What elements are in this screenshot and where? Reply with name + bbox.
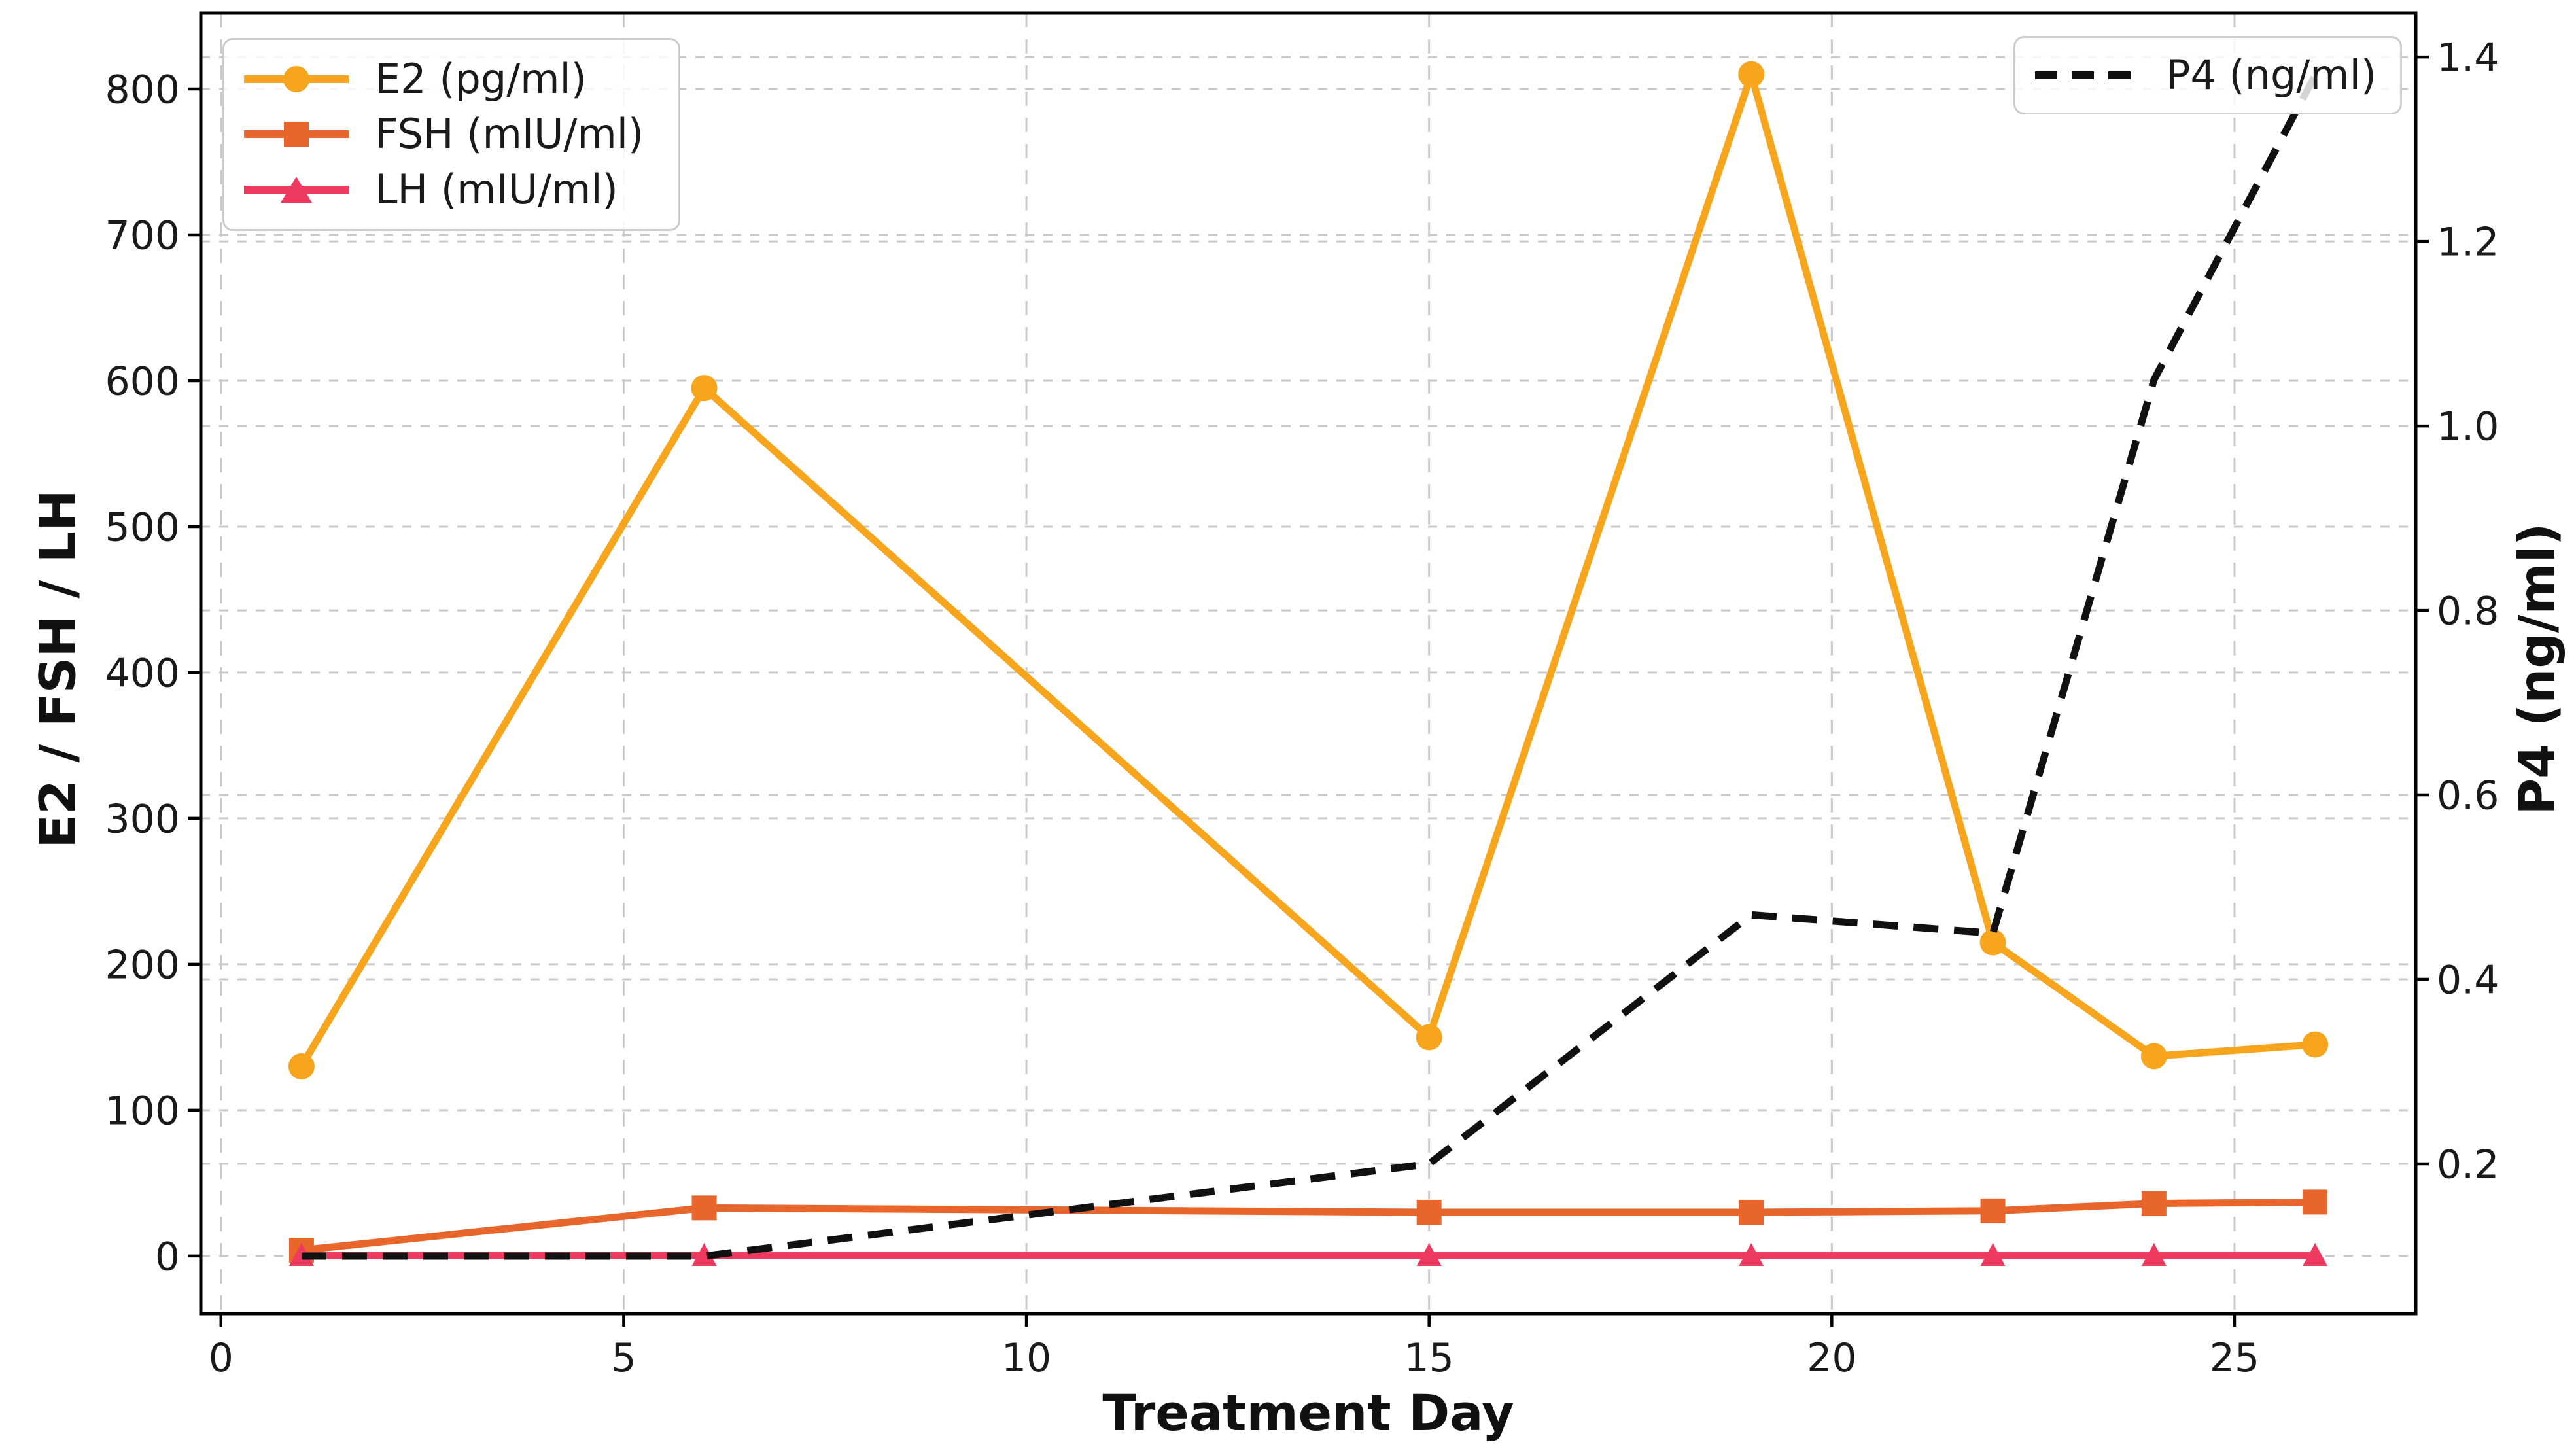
left-tick-label: 500 [105, 505, 180, 551]
right-tick-label: 0.2 [2437, 1142, 2499, 1188]
data-point-triangle [1739, 1243, 1764, 1267]
data-point-square [691, 1195, 717, 1221]
data-point-triangle [1416, 1243, 1442, 1267]
data-point-circle [1738, 61, 1765, 88]
x-tick-label: 0 [209, 1335, 234, 1381]
x-axis-label: Treatment Day [1102, 1384, 1514, 1442]
left-tick-label: 0 [155, 1234, 180, 1280]
data-point-circle [1416, 1024, 1442, 1051]
data-point-square [1416, 1200, 1442, 1225]
series-line-p4 [301, 73, 2318, 1260]
left-tick-label: 400 [105, 651, 180, 697]
right-tick-label: 1.0 [2437, 404, 2499, 450]
right-tick-label: 1.4 [2437, 35, 2499, 81]
axes-spines [199, 11, 2418, 1316]
legend-left: E2 (pg/ml) FSH (mIU/ml) LH (mIU/ml) [222, 38, 680, 231]
lh-line-swatch-icon [244, 176, 349, 203]
left-tick-label: 200 [105, 943, 180, 989]
x-tick-label: 5 [611, 1335, 636, 1381]
data-point-circle [2140, 1043, 2167, 1070]
legend-label-e2: E2 (pg/ml) [375, 55, 587, 103]
right-tick-label: 0.8 [2437, 589, 2499, 635]
legend-item-p4: P4 (ng/ml) [2035, 55, 2380, 96]
data-point-circle [2302, 1031, 2329, 1058]
left-tick-label: 800 [105, 67, 180, 113]
legend-item-fsh: FSH (mIU/ml) [244, 114, 659, 154]
data-point-square [1980, 1198, 2006, 1223]
y-axis-label-right: P4 (ng/ml) [2507, 523, 2566, 815]
series-line-fsh [301, 1198, 2316, 1254]
left-tick-label: 300 [105, 797, 180, 843]
left-tick-label: 700 [105, 213, 180, 259]
right-tick-label: 0.4 [2437, 958, 2499, 1004]
data-point-triangle [2141, 1243, 2167, 1267]
data-point-circle [288, 1053, 315, 1080]
data-point-triangle [2303, 1243, 2328, 1267]
data-point-square [2141, 1191, 2167, 1216]
legend-right: P4 (ng/ml) [2013, 36, 2402, 114]
x-tick-label: 10 [1001, 1335, 1051, 1381]
legend-label-fsh: FSH (mIU/ml) [375, 110, 644, 158]
data-point-square [1739, 1200, 1764, 1225]
data-point-triangle [1980, 1243, 2006, 1267]
data-point-circle [1979, 929, 2006, 956]
right-tick-label: 1.2 [2437, 220, 2499, 266]
legend-label-lh: LH (mIU/ml) [375, 165, 618, 213]
x-tick-label: 15 [1404, 1335, 1454, 1381]
x-tick-label: 20 [1807, 1335, 1856, 1381]
legend-label-p4: P4 (ng/ml) [2166, 51, 2377, 99]
left-tick-label: 600 [105, 359, 180, 405]
left-tick-label: 100 [105, 1089, 180, 1134]
legend-item-e2: E2 (pg/ml) [244, 59, 659, 99]
e2-line-swatch-icon [244, 66, 349, 93]
right-tick-label: 0.6 [2437, 773, 2499, 819]
fsh-line-swatch-icon [244, 122, 349, 147]
legend-item-lh: LH (mIU/ml) [244, 169, 659, 210]
data-point-triangle [691, 1243, 717, 1267]
y-axis-label-left: E2 / FSH / LH [28, 489, 87, 849]
p4-line-swatch-icon [2035, 71, 2140, 79]
x-tick-label: 25 [2210, 1335, 2259, 1381]
data-point-square [2303, 1189, 2328, 1215]
data-point-circle [691, 375, 718, 402]
